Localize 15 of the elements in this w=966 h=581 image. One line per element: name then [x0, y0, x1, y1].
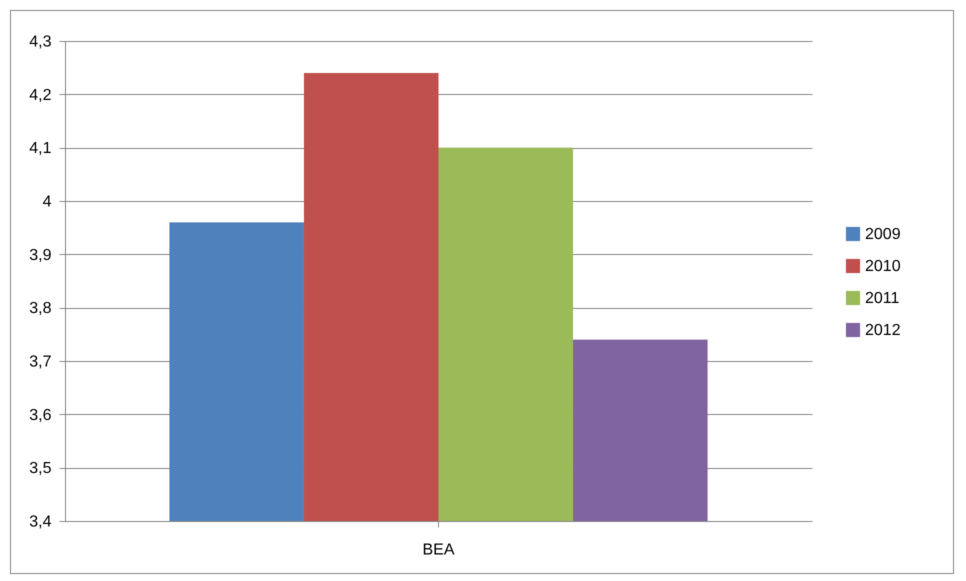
- y-tick-label: 3,7: [29, 354, 52, 370]
- y-tick-label: 4: [42, 194, 52, 210]
- y-tick-label: 3,4: [29, 514, 52, 530]
- legend-label: 2010: [865, 258, 901, 275]
- legend-label: 2011: [865, 290, 900, 307]
- legend-label: 2012: [865, 322, 901, 339]
- y-tick-label: 3,6: [29, 406, 52, 424]
- y-tick-label: 4,1: [29, 140, 52, 158]
- y-tick-label: 3,9: [29, 246, 52, 264]
- y-tick-label: 3,8: [29, 300, 52, 318]
- y-tick-label: 4,2: [29, 86, 52, 104]
- y-tick-label: 4,3: [29, 34, 52, 50]
- legend-label: 2009: [865, 226, 901, 243]
- x-tick-label: BEA: [422, 542, 455, 558]
- y-tick-label: 3,5: [29, 460, 52, 478]
